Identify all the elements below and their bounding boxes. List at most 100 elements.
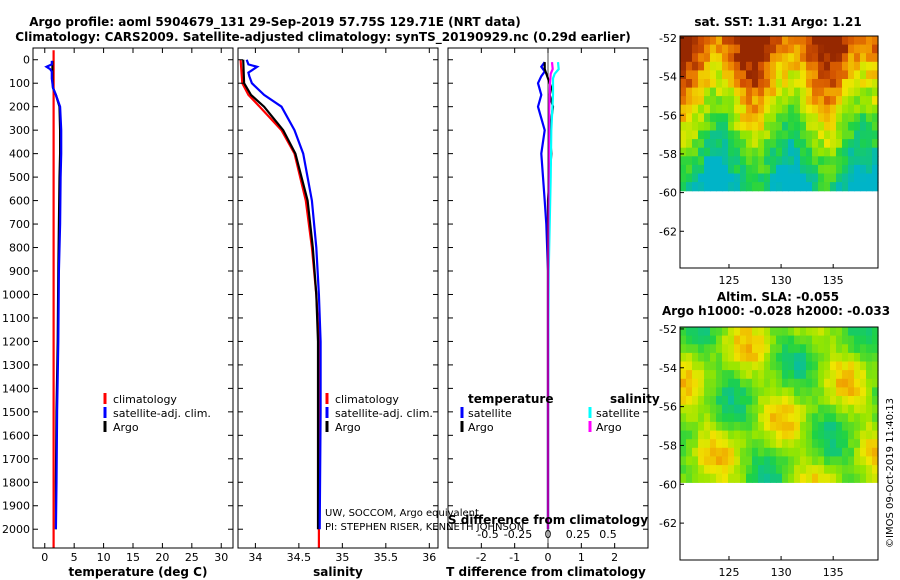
sst-map-cell [728,139,735,149]
sla-map-cell [872,465,879,475]
sla-map-cell [686,361,693,371]
sst-map-cell [680,79,687,89]
sla-map-cell [740,465,747,475]
depth-tick-label: 300 [9,124,30,137]
sla-map-cell [710,439,717,449]
difference-xtick-label: 2 [611,551,618,564]
sst-map-panel: sat. SST: 1.31 Argo: 1.21 125 130 135 -52 -5… [659,15,879,287]
sst-map-cell [776,173,783,183]
sst-map-cell [866,53,873,63]
sla-map-cell [776,378,783,388]
sla-map-cell [794,413,801,423]
sla-map-cell [764,327,771,337]
sst-map-cell [734,173,741,183]
sla-map-cell [812,473,819,483]
sla-map-cell [830,335,837,345]
sla-map-cell [842,473,849,483]
sla-map-cell [806,439,813,449]
sst-map-cell [866,121,873,132]
sst-map-cell [830,36,837,46]
sst-map-cell [764,70,771,80]
sla-map-cell [770,413,777,423]
sla-map-cell [752,456,759,466]
sla-map-cell [758,387,765,397]
sst-map-cell [728,79,735,89]
sst-map-cell [794,44,801,54]
sla-map-missing-area [680,488,878,560]
sst-map-cell [776,104,783,114]
sla-map-cell [866,413,873,423]
sst-map-cell [740,139,747,149]
sst-map-cell [782,156,789,166]
sst-map-cell [854,53,861,63]
sla-map-cell [854,396,861,406]
sla-map-cell [770,378,777,388]
sla-map-cell [704,421,711,432]
sla-map-cell [692,404,699,414]
sst-map-cell [734,164,741,175]
sst-map-cell [812,173,819,183]
sla-map-cell [848,439,855,449]
sla-map-cell [788,378,795,388]
sla-map-cell [752,335,759,345]
sla-map-cell [782,430,789,440]
sst-map-cell [704,36,711,46]
sst-map-cell [692,70,699,80]
sst-map-cell [776,36,783,46]
sst-map-cell [824,53,831,63]
sla-map-cell [734,344,741,354]
sst-map-cell [830,173,837,183]
sla-map-cell [680,404,687,414]
sla-map-cell [860,327,867,337]
sst-map-cell [872,130,879,140]
sla-map-cell [716,456,723,466]
sst-map-cell [872,44,879,54]
sla-map-cell [698,404,705,414]
sst-map-cell [770,147,777,157]
sst-map-cell [788,164,795,175]
sst-map-cell [782,36,789,46]
sla-map-cell [866,421,873,432]
sst-map-cell [746,121,753,132]
sst-map-cell [866,164,873,175]
sla-map-cell [800,473,807,483]
sla-map-cell [806,370,813,380]
difference-secondary-tick-label: -0.25 [504,528,532,541]
sla-map-cell [764,404,771,414]
sst-map-cell [824,87,831,97]
sst-map-cell [812,130,819,140]
sla-map-cell [872,344,879,354]
sst-map-cell [806,156,813,166]
sst-map-cell [710,121,717,132]
sla-map-cell [710,396,717,406]
sst-map-cell [728,113,735,123]
sst-map-cell [710,44,717,54]
sst-map-cell [752,139,759,149]
sla-map-cell [680,396,687,406]
sla-map-cell [716,404,723,414]
sst-map-cell [764,164,771,175]
sla-map-cell [710,447,717,457]
sst-map-cell [728,182,735,192]
sla-map-cell [830,404,837,414]
sst-map-cell [734,147,741,157]
sst-map-cell [854,36,861,46]
sla-map-cell [728,327,735,337]
depth-tick-label: 100 [9,77,30,90]
sst-map-cell [800,104,807,114]
sla-map-cell [794,421,801,432]
sla-map-cell [716,344,723,354]
sst-map-cell [740,53,747,63]
sla-map-cell [800,413,807,423]
sst-map-cell [806,121,813,132]
sst-map-cell [728,173,735,183]
sst-map-cell [812,61,819,71]
sla-map-cell [782,404,789,414]
sla-map-cell [710,335,717,345]
sst-map-cell [728,96,735,106]
sla-map-cell [746,473,753,483]
depth-tick-label: 1500 [2,406,30,419]
sst-map-cell [788,87,795,97]
sla-map-cell [794,465,801,475]
